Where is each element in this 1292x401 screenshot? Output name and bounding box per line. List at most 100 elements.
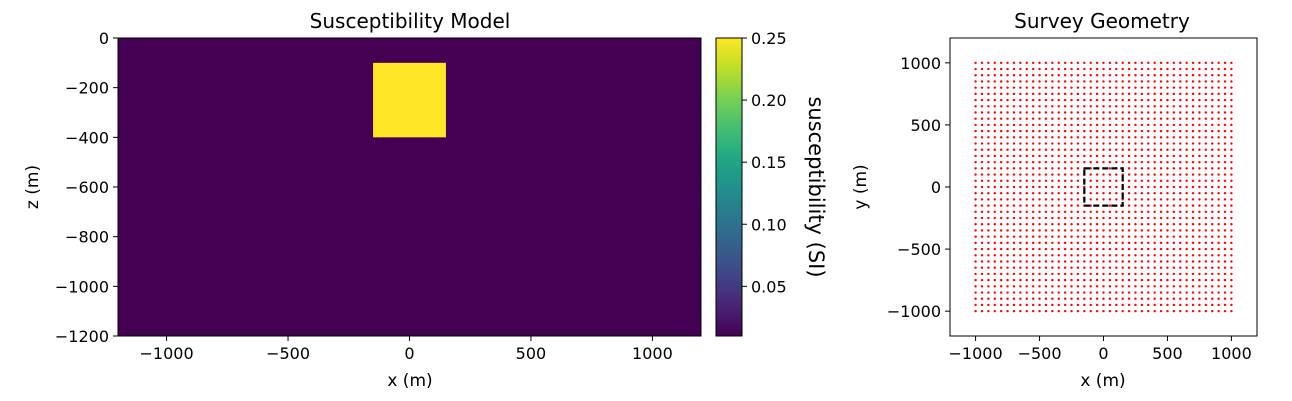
receiver-point <box>1121 160 1124 164</box>
receiver-point <box>1057 210 1060 214</box>
receiver-point <box>1006 247 1009 251</box>
receiver-point <box>1147 223 1150 226</box>
receiver-point <box>1185 129 1188 133</box>
receiver-point <box>1076 86 1080 89</box>
receiver-point <box>1038 67 1041 71</box>
receiver-point <box>1191 136 1195 139</box>
receiver-point <box>1217 160 1220 164</box>
receiver-point <box>974 210 977 214</box>
receiver-point <box>1006 241 1009 245</box>
receiver-point <box>999 309 1003 313</box>
receiver-point <box>1127 247 1131 251</box>
receiver-point <box>1185 235 1188 238</box>
receiver-point <box>1019 272 1022 276</box>
receiver-point <box>1115 136 1118 139</box>
receiver-point <box>1095 179 1099 182</box>
receiver-point <box>1012 154 1016 158</box>
receiver-point <box>1223 61 1227 65</box>
receiver-point <box>999 136 1003 139</box>
receiver-point <box>1070 123 1073 127</box>
receiver-point <box>1095 303 1099 307</box>
receiver-point <box>1198 198 1201 201</box>
receiver-point <box>1006 260 1009 263</box>
receiver-point <box>1063 297 1067 300</box>
receiver-point <box>1063 216 1067 220</box>
receiver-point <box>1102 278 1105 282</box>
receiver-point <box>1070 136 1073 139</box>
receiver-point <box>1147 61 1150 65</box>
receiver-point <box>1217 260 1220 263</box>
receiver-point <box>1223 278 1227 282</box>
receiver-point <box>1191 179 1195 182</box>
receiver-point <box>1089 235 1092 238</box>
receiver-point <box>1172 241 1176 245</box>
receiver-point <box>1095 98 1099 102</box>
receiver-point <box>980 74 984 77</box>
receiver-point <box>1179 173 1182 176</box>
receiver-point <box>1025 192 1028 195</box>
receiver-point <box>1076 272 1080 276</box>
receiver-point <box>1185 223 1188 226</box>
model-y-axis-label: z (m) <box>23 165 43 209</box>
receiver-point <box>1044 285 1048 288</box>
receiver-point <box>980 285 984 288</box>
receiver-point <box>1211 278 1214 282</box>
receiver-point <box>1031 272 1035 276</box>
receiver-point <box>1179 247 1182 251</box>
receiver-point <box>1031 210 1035 214</box>
receiver-point <box>1230 154 1233 158</box>
receiver-point <box>1051 129 1054 133</box>
receiver-point <box>1019 285 1022 288</box>
receiver-point <box>1166 167 1169 170</box>
model-y-tick-label: −400 <box>65 128 109 147</box>
receiver-point <box>1134 235 1137 238</box>
receiver-point <box>974 142 977 145</box>
receiver-point <box>1115 67 1118 71</box>
receiver-point <box>1057 216 1060 220</box>
receiver-point <box>1204 241 1208 245</box>
receiver-point <box>999 167 1003 170</box>
receiver-point <box>1115 198 1118 201</box>
receiver-point <box>1019 74 1022 77</box>
receiver-point <box>1166 223 1169 226</box>
receiver-point <box>1172 303 1176 307</box>
receiver-point <box>1115 80 1118 83</box>
receiver-point <box>1057 123 1060 127</box>
receiver-point <box>1166 272 1169 276</box>
receiver-point <box>1198 154 1201 158</box>
receiver-point <box>1019 167 1022 170</box>
receiver-point <box>974 297 977 300</box>
receiver-point <box>1121 67 1124 71</box>
receiver-point <box>1191 216 1195 220</box>
receiver-point <box>1038 254 1041 257</box>
receiver-point <box>1070 67 1073 71</box>
receiver-point <box>1153 216 1156 220</box>
receiver-point <box>993 74 996 77</box>
receiver-point <box>1172 123 1176 127</box>
receiver-point <box>1115 241 1118 245</box>
receiver-point <box>1115 98 1118 102</box>
receiver-point <box>1108 129 1112 133</box>
receiver-point <box>1102 154 1105 158</box>
receiver-point <box>1217 173 1220 176</box>
receiver-point <box>1166 129 1169 133</box>
receiver-point <box>1031 254 1035 257</box>
receiver-point <box>1044 160 1048 164</box>
receiver-point <box>1179 278 1182 282</box>
receiver-point <box>1051 98 1054 102</box>
receiver-point <box>1198 223 1201 226</box>
receiver-point <box>1223 291 1227 294</box>
receiver-point <box>1044 142 1048 145</box>
receiver-point <box>1012 235 1016 238</box>
receiver-point <box>1051 291 1054 294</box>
receiver-point <box>1006 266 1009 269</box>
receiver-point <box>1070 179 1073 182</box>
receiver-point <box>1012 86 1016 89</box>
receiver-point <box>1076 80 1080 83</box>
colorbar-tick-label: 0.05 <box>751 277 787 296</box>
receiver-point <box>1230 117 1233 120</box>
receiver-point <box>1025 235 1028 238</box>
receiver-point <box>1211 111 1214 114</box>
receiver-point <box>1044 272 1048 276</box>
receiver-point <box>1051 142 1054 145</box>
